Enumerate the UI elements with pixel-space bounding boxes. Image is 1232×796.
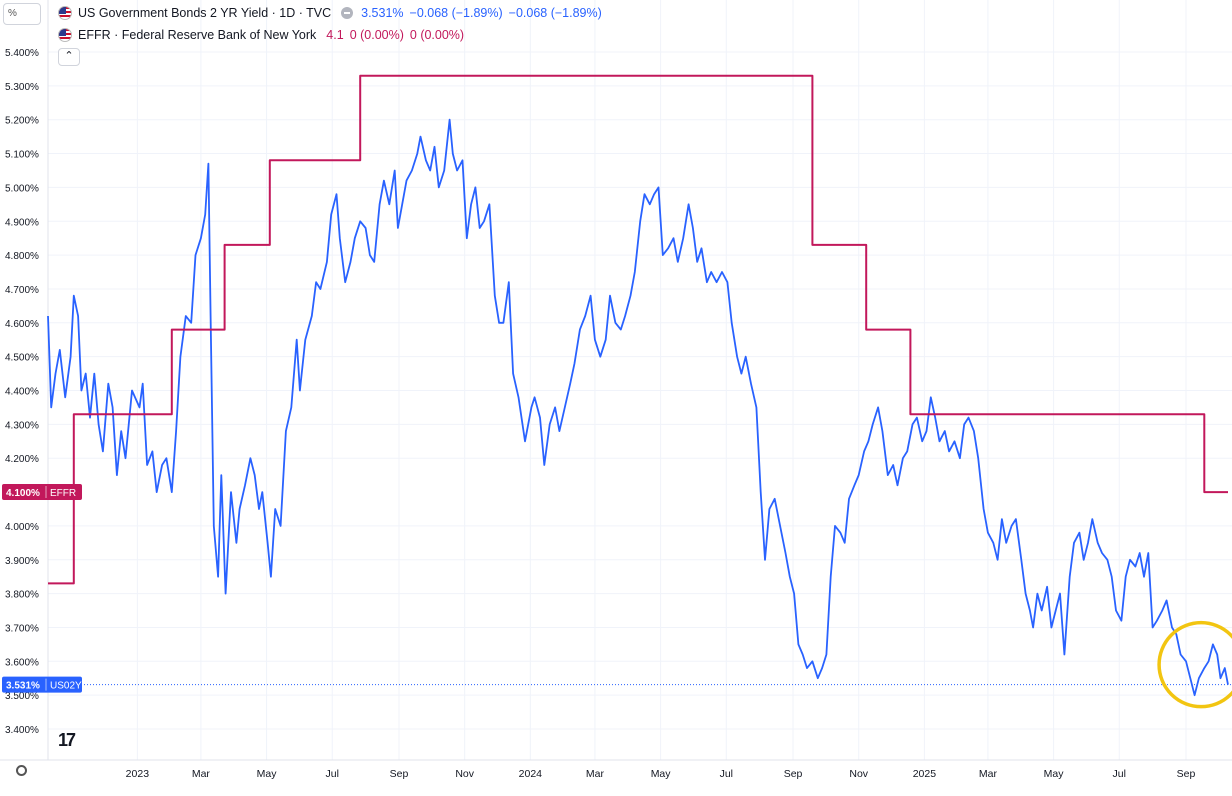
y-tick-label: 4.200% xyxy=(5,454,39,465)
x-tick-label: May xyxy=(651,768,672,780)
y-tick-label: 5.400% xyxy=(5,48,39,59)
price-tag-value: 4.100% xyxy=(6,488,40,499)
x-tick-label: 2025 xyxy=(913,768,937,780)
price-tag-label: US02Y xyxy=(50,681,82,692)
y-tick-label: 5.100% xyxy=(5,150,39,161)
y-tick-label: 3.600% xyxy=(5,657,39,668)
x-tick-label: Jul xyxy=(326,768,339,780)
collapse-legend-button[interactable]: ⌃ xyxy=(58,48,80,66)
x-tick-label: Sep xyxy=(784,768,803,780)
price-tag-bg xyxy=(2,484,82,501)
highlight-circle xyxy=(1157,620,1232,709)
y-tick-label: 3.400% xyxy=(5,725,39,736)
series-value: 4.1 xyxy=(326,28,344,42)
series-name: EFFR · Federal Reserve Bank of New York xyxy=(78,28,317,42)
series-name: US Government Bonds 2 YR Yield · 1D · TV… xyxy=(78,6,332,20)
y-tick-label: 3.900% xyxy=(5,556,39,567)
x-tick-label: 2024 xyxy=(519,768,543,780)
series-change-2: −0.068 (−1.89%) xyxy=(508,6,602,20)
scale-button[interactable]: % xyxy=(3,3,41,25)
y-tick-label: 4.600% xyxy=(5,319,39,330)
x-tick-label: Nov xyxy=(849,768,868,780)
x-tick-label: May xyxy=(257,768,278,780)
price-tag-label: EFFR xyxy=(50,488,76,499)
us-flag-icon xyxy=(58,6,72,20)
y-tick-label: 3.700% xyxy=(5,623,39,634)
y-tick-label: 3.800% xyxy=(5,590,39,601)
series-value: 3.531% xyxy=(361,6,404,20)
y-tick-label: 4.500% xyxy=(5,353,39,364)
settings-gear-icon[interactable] xyxy=(16,765,27,776)
x-tick-label: Jul xyxy=(720,768,733,780)
tradingview-logo: 17 xyxy=(58,730,76,750)
x-tick-label: Mar xyxy=(586,768,605,780)
series-line-effr xyxy=(48,74,1228,585)
x-tick-label: Sep xyxy=(1177,768,1196,780)
x-tick-label: Jul xyxy=(1113,768,1126,780)
legend-row-effr[interactable]: EFFR · Federal Reserve Bank of New York … xyxy=(58,28,470,42)
y-tick-label: 4.300% xyxy=(5,420,39,431)
y-tick-label: 4.800% xyxy=(5,251,39,262)
y-tick-label: 3.500% xyxy=(5,691,39,702)
series-line-us02y xyxy=(47,118,1229,697)
x-tick-label: Sep xyxy=(390,768,409,780)
series-change-2: 0 (0.00%) xyxy=(409,28,465,42)
x-tick-label: Mar xyxy=(979,768,998,780)
x-tick-label: May xyxy=(1044,768,1065,780)
y-tick-label: 4.900% xyxy=(5,217,39,228)
price-tag-value: 3.531% xyxy=(6,681,40,692)
y-tick-label: 4.400% xyxy=(5,387,39,398)
price-tag-bg xyxy=(2,676,82,693)
us-flag-icon xyxy=(58,28,72,42)
x-tick-label: 2023 xyxy=(126,768,150,780)
status-dot-icon xyxy=(341,7,354,19)
series-change: −0.068 (−1.89%) xyxy=(409,6,503,20)
y-tick-label: 5.000% xyxy=(5,183,39,194)
x-tick-label: Nov xyxy=(455,768,474,780)
y-tick-label: 4.700% xyxy=(5,285,39,296)
y-tick-label: 5.300% xyxy=(5,82,39,93)
y-tick-label: 5.200% xyxy=(5,116,39,127)
legend-row-us02y[interactable]: US Government Bonds 2 YR Yield · 1D · TV… xyxy=(58,6,608,20)
x-tick-label: Mar xyxy=(192,768,211,780)
y-tick-label: 4.000% xyxy=(5,522,39,533)
series-change: 0 (0.00%) xyxy=(349,28,404,42)
